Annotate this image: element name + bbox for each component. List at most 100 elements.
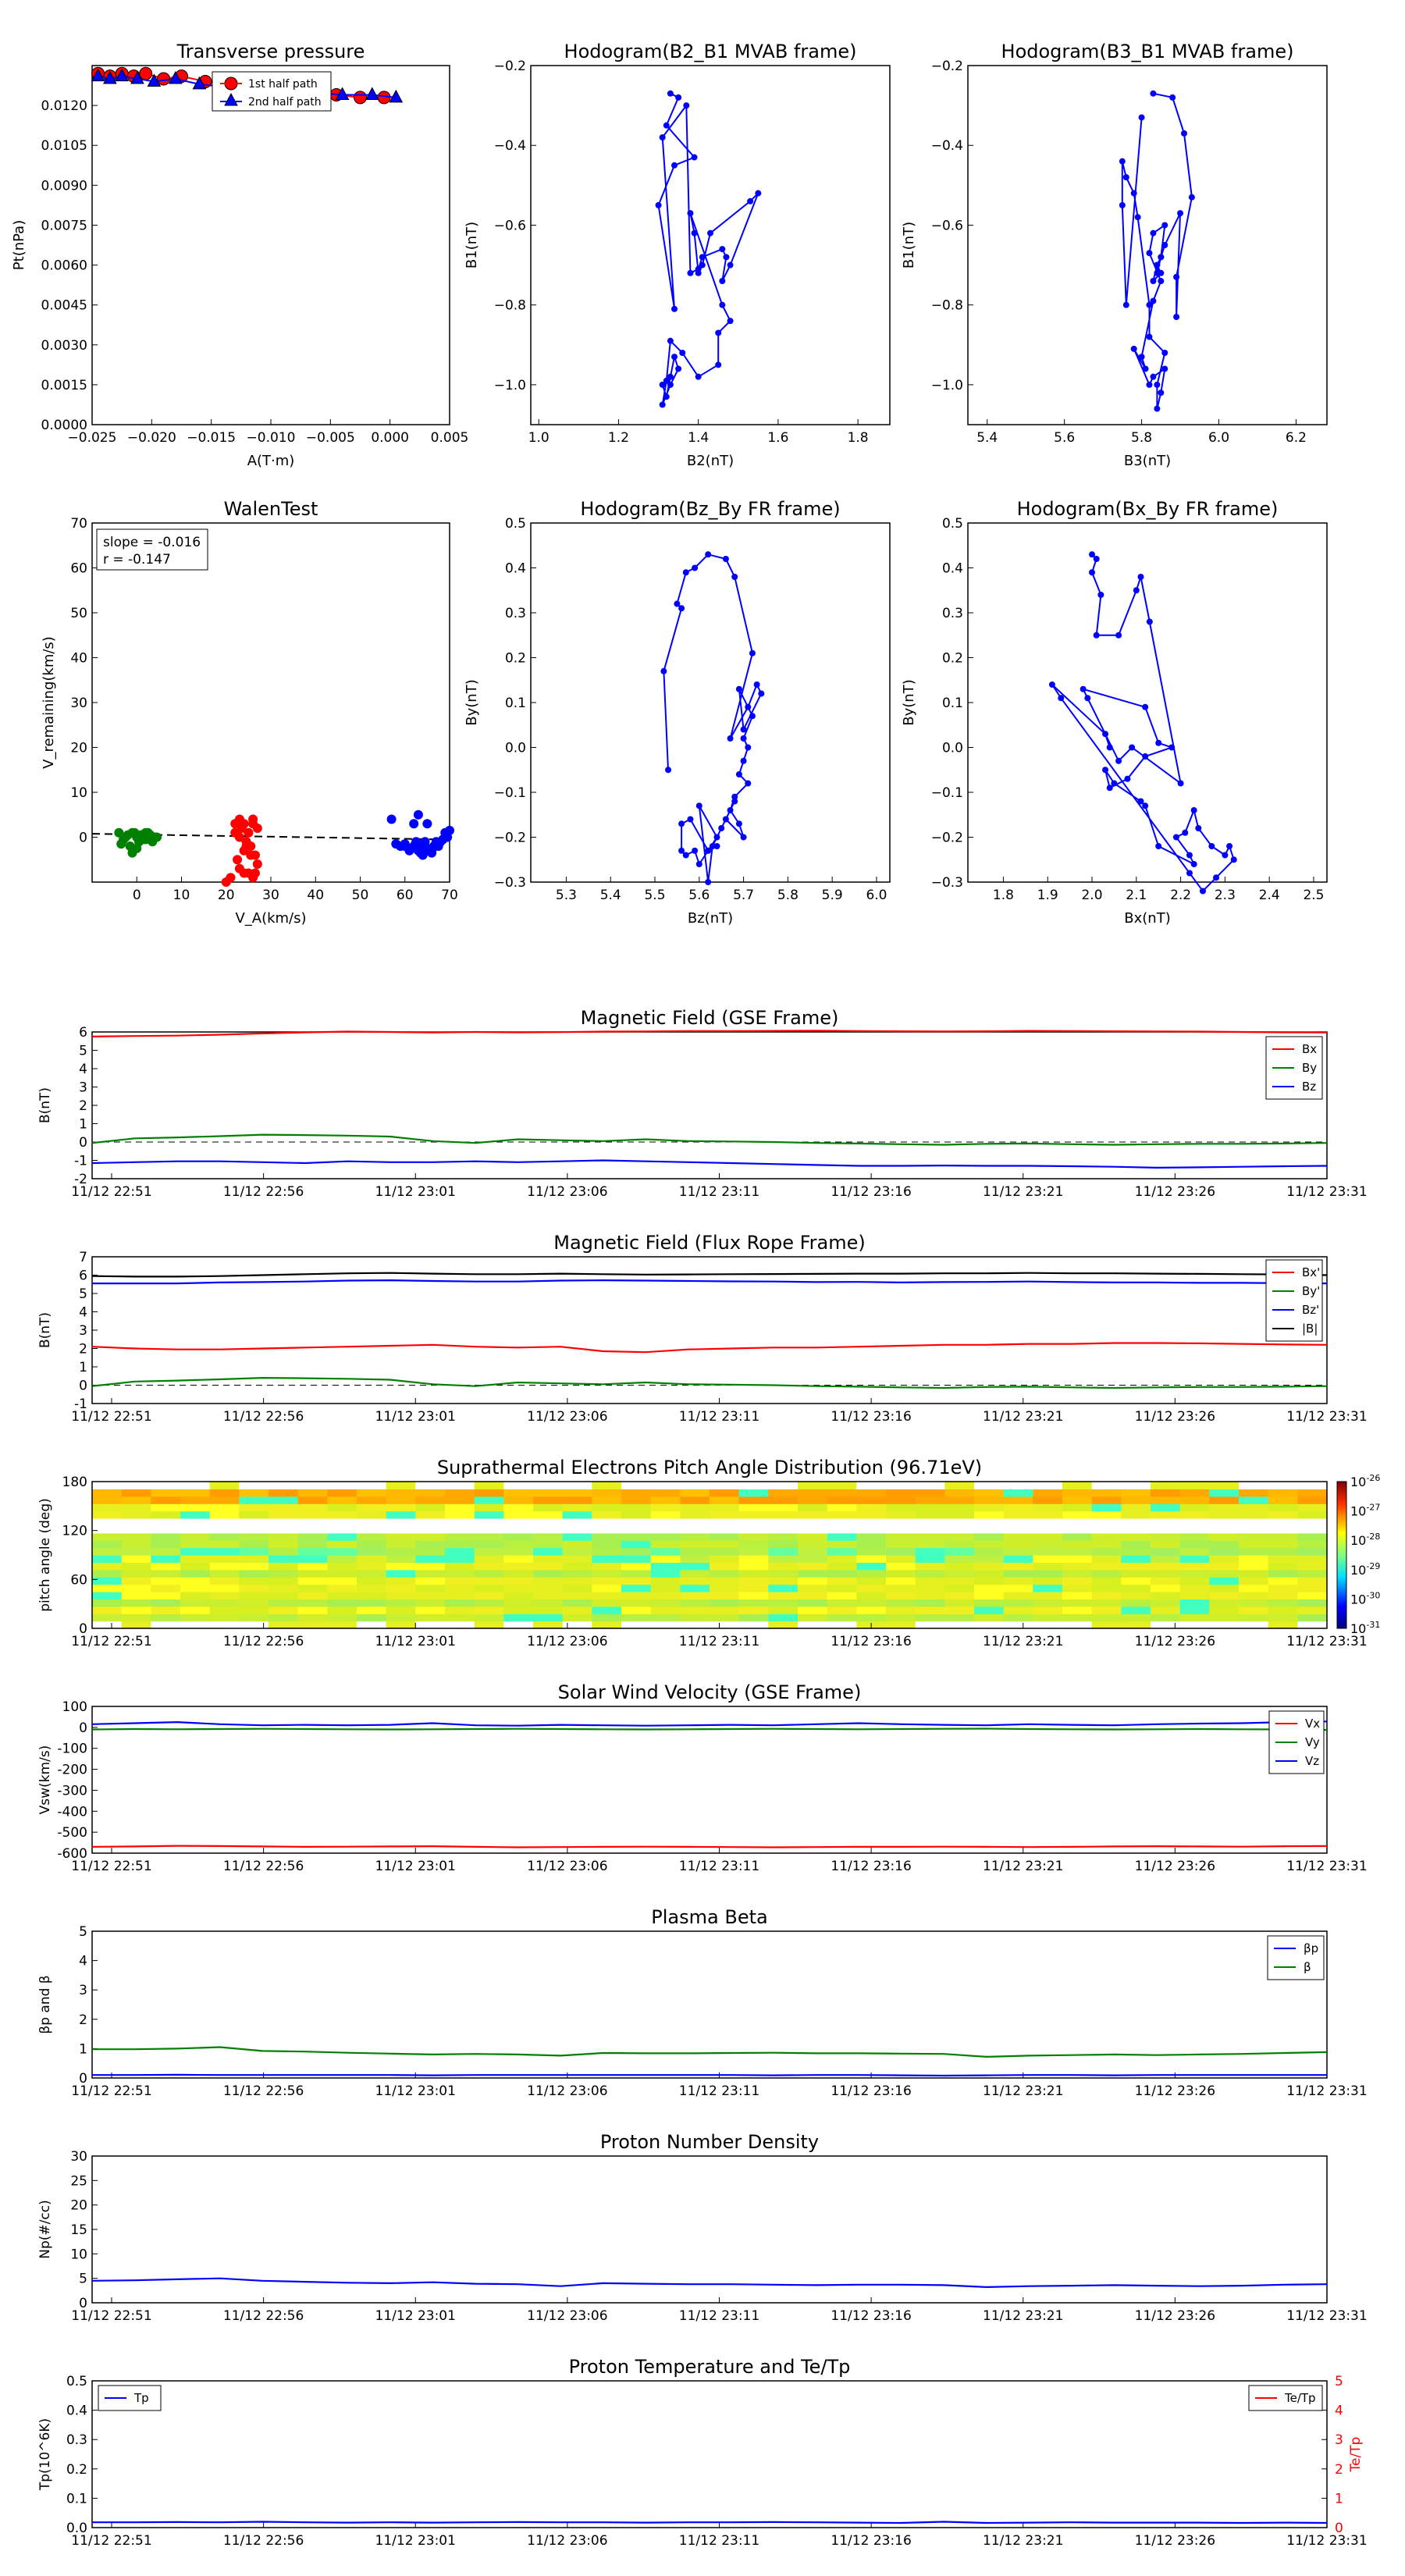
heatmap-cell <box>297 1569 328 1578</box>
chart-title: Plasma Beta <box>651 1906 767 1928</box>
point-circle <box>157 72 171 86</box>
heatmap-cell <box>474 1569 504 1578</box>
y-tick-label: -600 <box>57 1846 87 1862</box>
heatmap-cell <box>1151 1496 1181 1504</box>
y-tick-label: 0.5 <box>66 2374 87 2389</box>
heatmap-cell <box>856 1482 887 1489</box>
y-tick-label: 0.0060 <box>41 258 87 274</box>
x-tick-label: 5.4 <box>976 430 998 446</box>
heatmap-cell <box>1209 1496 1240 1504</box>
heatmap-cell <box>474 1503 504 1512</box>
y-tick-label: −0.1 <box>931 785 963 801</box>
hodogram-point <box>1188 194 1195 201</box>
y-tick-label: −1.0 <box>494 378 526 393</box>
heatmap-cell <box>592 1621 622 1629</box>
heatmap-cell <box>856 1606 887 1614</box>
heatmap-cell <box>1033 1599 1063 1607</box>
x-tick-label: 11/12 22:56 <box>223 1409 304 1425</box>
hodogram-point <box>1146 618 1153 625</box>
legend-label: Vx <box>1305 1717 1320 1731</box>
heatmap-cell <box>533 1569 564 1578</box>
y-tick-label: -300 <box>57 1783 87 1799</box>
chart-title: Solar Wind Velocity (GSE Frame) <box>558 1681 862 1703</box>
heatmap-cell <box>562 1525 592 1534</box>
heatmap-cell <box>1179 1510 1210 1519</box>
heatmap-cell <box>415 1555 446 1563</box>
heatmap-cell <box>856 1555 887 1563</box>
heatmap-cell <box>650 1614 681 1622</box>
y-tick-label: -100 <box>57 1742 87 1757</box>
hodogram-point <box>1222 852 1229 859</box>
legend-label: Tp <box>133 2391 149 2405</box>
heatmap-cell <box>974 1562 1005 1571</box>
y-tick-label: -200 <box>57 1763 87 1778</box>
heatmap-cell <box>151 1532 181 1541</box>
heatmap-cell <box>944 1592 975 1599</box>
heatmap-cell <box>798 1592 828 1599</box>
heatmap-cell <box>827 1489 857 1497</box>
heatmap-cell <box>1268 1518 1298 1526</box>
x-tick-label: 11/12 23:11 <box>679 1634 759 1649</box>
heatmap-cell <box>209 1503 240 1512</box>
heatmap-cell <box>474 1540 504 1549</box>
hodogram-point <box>731 793 738 800</box>
heatmap-cell <box>151 1547 181 1556</box>
heatmap-cell <box>1062 1510 1093 1519</box>
hodogram-point <box>665 767 672 774</box>
heatmap-cell <box>209 1489 240 1497</box>
legend-label: By <box>1302 1061 1317 1075</box>
x-tick-label: 11/12 23:31 <box>1286 2083 1367 2099</box>
heatmap-cell <box>827 1482 857 1489</box>
x-tick-label: −0.005 <box>306 430 355 446</box>
heatmap-cell <box>1091 1532 1122 1541</box>
heatmap-cell <box>474 1547 504 1556</box>
hodogram-point <box>1138 114 1145 121</box>
heatmap-cell <box>798 1584 828 1592</box>
heatmap-cell <box>386 1510 416 1519</box>
heatmap-cell <box>974 1510 1005 1519</box>
heatmap-cell <box>151 1569 181 1578</box>
y-tick-label: −0.8 <box>931 298 963 314</box>
heatmap-cell <box>1297 1496 1328 1504</box>
heatmap-cell <box>121 1569 151 1578</box>
heatmap-cell <box>738 1540 769 1549</box>
hodogram-point <box>1084 695 1091 702</box>
heatmap-cell <box>1062 1540 1093 1549</box>
heatmap-cell <box>1033 1562 1063 1571</box>
heatmap-cell <box>1121 1489 1151 1497</box>
heatmap-cell <box>827 1592 857 1599</box>
heatmap-cell <box>562 1621 592 1629</box>
heatmap-cell <box>121 1614 151 1622</box>
h4-frame <box>967 522 1328 883</box>
heatmap-cell <box>621 1584 652 1592</box>
point-triangle <box>335 87 350 100</box>
legend-label: Bz <box>1302 1080 1316 1094</box>
heatmap-cell <box>1033 1510 1063 1519</box>
heatmap-cell <box>209 1518 240 1526</box>
heatmap-cell <box>180 1584 211 1592</box>
heatmap-cell <box>592 1510 622 1519</box>
hodogram-point <box>1124 775 1131 782</box>
heatmap-cell <box>180 1599 211 1607</box>
hodogram-point <box>679 350 686 356</box>
y-tick-label: 4 <box>79 1062 87 1077</box>
x-tick-label: 11/12 23:21 <box>983 2308 1063 2324</box>
hodogram-point <box>671 162 678 169</box>
x-tick-label: −0.010 <box>247 430 296 446</box>
heatmap-cell <box>1209 1510 1240 1519</box>
hodogram-point <box>1154 381 1161 388</box>
heatmap-cell <box>1239 1540 1269 1549</box>
heatmap-cell <box>180 1606 211 1614</box>
heatmap-cell <box>1121 1584 1151 1592</box>
heatmap-cell <box>1209 1532 1240 1541</box>
heatmap-cell <box>562 1584 592 1592</box>
heatmap-cell <box>1209 1584 1240 1592</box>
hodogram-point <box>1111 780 1118 787</box>
heatmap-cell <box>768 1592 799 1599</box>
heatmap-cell <box>944 1569 975 1578</box>
x-tick-label: 50 <box>352 888 369 903</box>
y-tick-label: 0 <box>79 1135 87 1151</box>
heatmap-cell <box>621 1482 652 1489</box>
heatmap-cell <box>768 1510 799 1519</box>
hodogram-point <box>1122 301 1129 308</box>
